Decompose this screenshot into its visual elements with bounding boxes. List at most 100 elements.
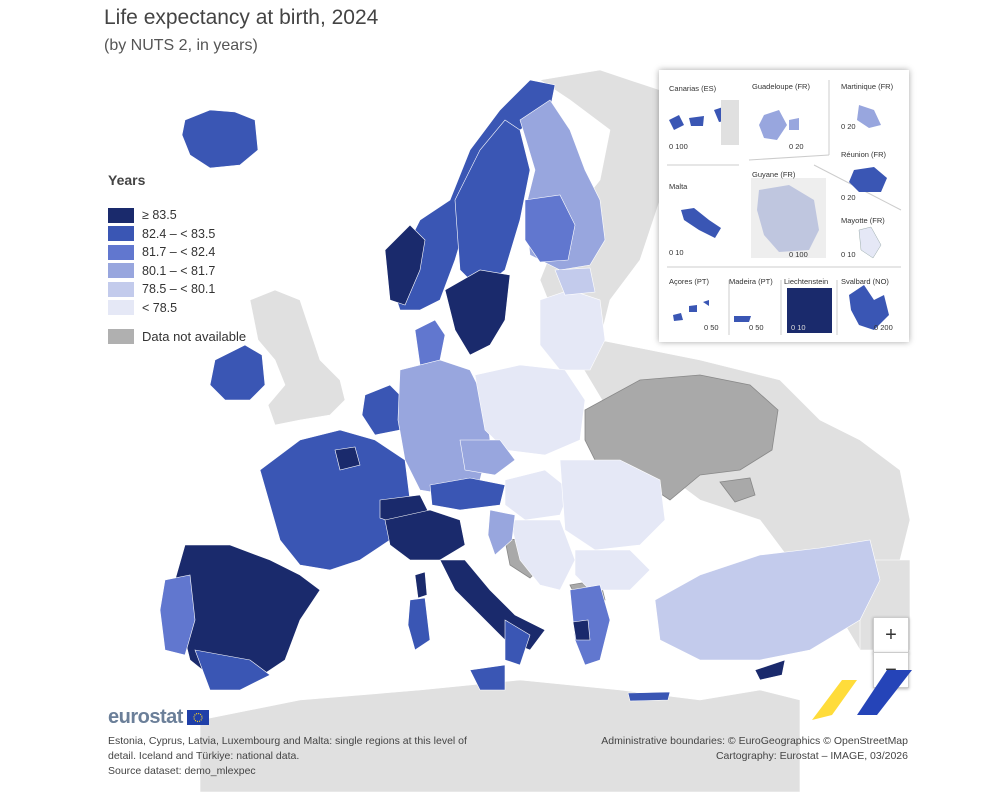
legend-row: 78.5 – < 80.1 [108,280,246,299]
legend-row: 81.7 – < 82.4 [108,243,246,262]
legend-swatch [108,300,134,316]
ireland-region [209,344,266,401]
balkan-region [509,519,576,591]
norway-west-region [384,224,426,306]
turkey-region [654,539,881,661]
inset-label-svalbard: Svalbard (NO) [841,277,889,286]
non-eu-land [199,69,911,792]
svalbard-shape [849,285,889,330]
inset-panel: Canarias (ES) Guadeloupe (FR) Martinique… [659,70,909,342]
inset-label-martinique: Martinique (FR) [841,82,894,91]
scale-svalbard: 0 200 [874,323,893,332]
inset-label-acores: Açores (PT) [669,277,710,286]
north-africa-land [199,679,801,792]
scale-malta: 0 10 [669,248,684,257]
inset-label-madeira: Madeira (PT) [729,277,773,286]
legend-title: Years [108,172,146,188]
map-subtitle: (by NUTS 2, in years) [104,37,258,54]
eu-flag-icon [186,710,209,725]
uk-land [249,289,346,426]
czechia-region [459,439,516,476]
poland-region [474,364,586,456]
portugal-region [159,574,196,656]
acores-shape [673,300,709,321]
eu-regions [159,79,881,702]
credit-boundaries: Administrative boundaries: © EuroGeograp… [601,735,908,747]
legend-label: 81.7 – < 82.4 [142,245,216,260]
scale-reunion: 0 20 [841,193,856,202]
legend-label: 80.1 – < 81.7 [142,263,216,278]
guadeloupe-shape [759,110,799,140]
legend-na-row: Data not available [108,329,246,344]
sardinia-region [407,597,431,651]
legend: Years ≥ 83.5 82.4 – < 83.5 81.7 – < 82.4… [108,172,246,344]
reunion-shape [849,167,887,192]
legend-row: 82.4 – < 83.5 [108,225,246,244]
cyprus-region [754,659,786,681]
eurostat-logo: eurostat [108,706,209,729]
scale-mayotte: 0 10 [841,250,856,259]
denmark-region [414,319,446,366]
inset-label-reunion: Réunion (FR) [841,150,887,159]
legend-swatch [108,207,134,223]
map-title: Life expectancy at birth, 2024 [104,6,379,29]
martinique-shape [857,105,881,128]
legend-label: 82.4 – < 83.5 [142,226,216,241]
legend-row: 80.1 – < 81.7 [108,262,246,281]
bulgaria-region [574,549,651,591]
iceland-region [181,109,259,169]
scale-guyane: 0 100 [789,250,808,259]
legend-row: < 78.5 [108,299,246,318]
inset-label-guyane: Guyane (FR) [752,170,796,179]
legend-label: ≥ 83.5 [142,208,177,223]
scale-guadeloupe: 0 20 [789,142,804,151]
map-credits: Administrative boundaries: © EuroGeograp… [601,734,908,764]
spain-south-region [194,649,271,691]
scale-madeira: 0 50 [749,323,764,332]
mayotte-shape [858,226,882,259]
inset-label-liechtenstein: Liechtenstein [784,277,829,286]
scale-liechtenstein: 0 10 [791,323,806,332]
crimea-region [719,477,756,503]
canarias-land-gray [721,100,739,145]
note-regions: Estonia, Cyprus, Latvia, Luxembourg and … [108,735,467,762]
map-notes: Estonia, Cyprus, Latvia, Luxembourg and … [108,734,488,779]
legend-label: < 78.5 [142,300,178,315]
guyane-surrounding-land [751,178,826,258]
austria-region [429,477,506,511]
inset-maps [667,80,902,335]
madeira-shape [734,316,751,322]
legend-swatch [108,226,134,242]
inset-label-guadeloupe: Guadeloupe (FR) [752,82,810,91]
italy-south-region [504,619,531,666]
legend-na-label: Data not available [142,329,247,344]
corsica-region [414,571,428,599]
inset-label-canarias: Canarias (ES) [669,84,717,93]
zoom-in-button[interactable]: + [873,617,909,653]
scale-canarias: 0 100 [669,142,688,151]
scale-martinique: 0 20 [841,122,856,131]
legend-swatch [108,244,134,260]
legend-label: 78.5 – < 80.1 [142,282,216,297]
italy-region [439,559,546,651]
croatia-region [487,509,516,556]
italy-north-region [384,509,466,561]
france-paris-region [334,446,361,471]
inset-label-mayotte: Mayotte (FR) [841,216,885,225]
sweden-south-region [444,269,511,356]
legend-swatch [108,263,134,279]
inset-shapes [669,100,889,333]
greece-west-region [572,619,591,641]
inset-label-malta: Malta [669,182,688,191]
legend-swatch [108,281,134,297]
legend-na-swatch [108,329,134,344]
hungary-region [504,469,571,521]
logo-text: eurostat [108,706,183,728]
note-source: Source dataset: demo_mlexpec [108,765,256,777]
malta-shape [681,208,721,238]
scale-acores: 0 50 [704,323,719,332]
credit-cartography: Cartography: Eurostat – IMAGE, 03/2026 [715,750,908,762]
liechtenstein-shape [787,288,832,333]
crete-region [627,691,671,702]
estonia-region [554,267,596,296]
